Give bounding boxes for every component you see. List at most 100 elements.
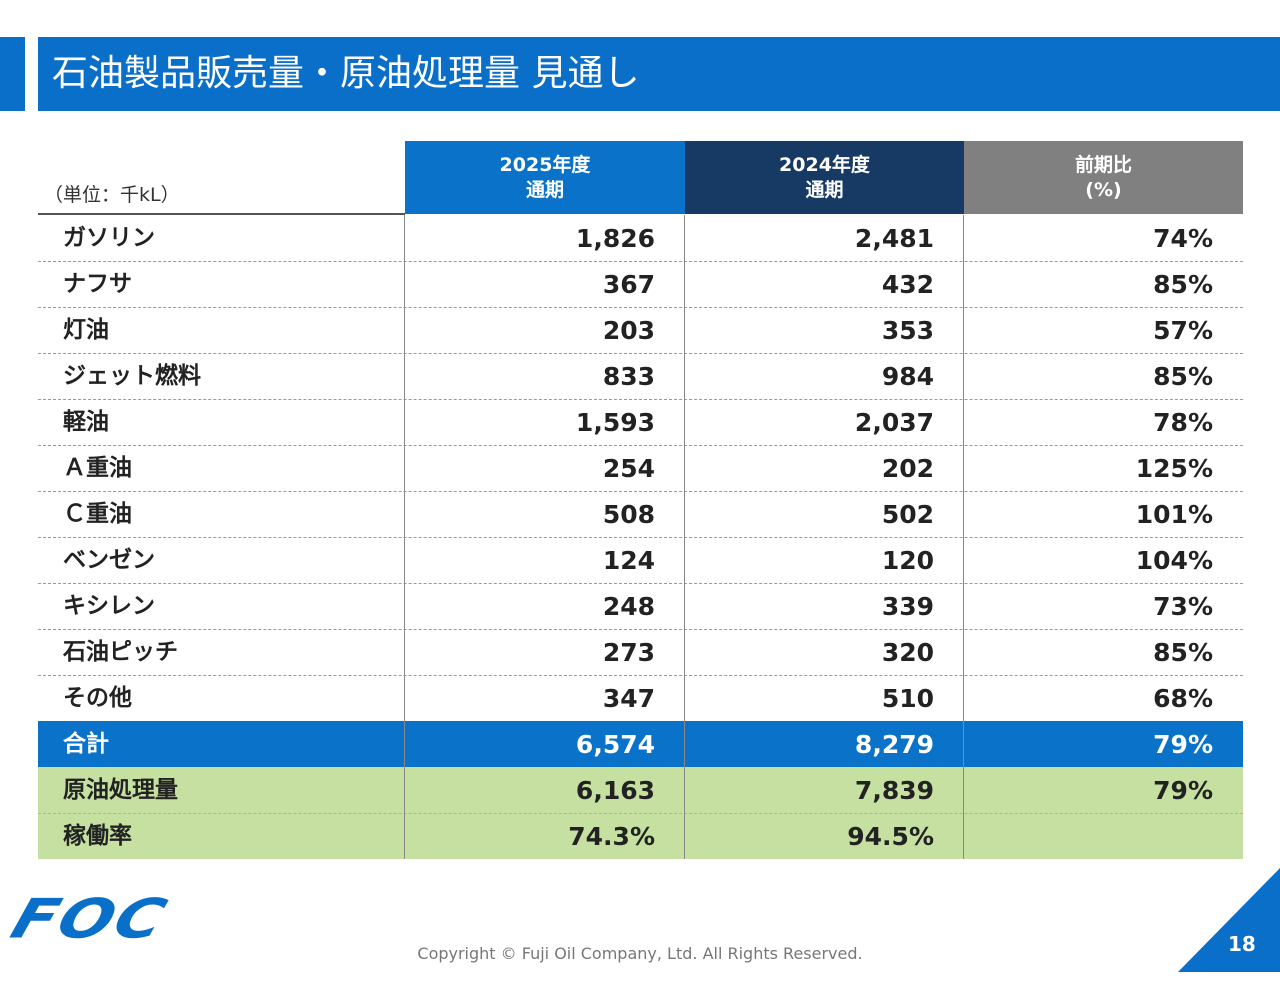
cell-value: 502 bbox=[881, 499, 934, 529]
column-header: 前期比 (%) bbox=[964, 141, 1243, 214]
cell-value: 7,839 bbox=[854, 775, 934, 805]
row-divider bbox=[38, 445, 1243, 446]
row bbox=[38, 721, 1243, 767]
cell-value: 79% bbox=[1153, 775, 1213, 805]
row bbox=[38, 675, 1243, 721]
row-divider bbox=[38, 261, 1243, 262]
cell-value: 6,574 bbox=[575, 729, 655, 759]
row-label: 石油ピッチ bbox=[63, 639, 178, 665]
row bbox=[38, 215, 1243, 261]
row-divider bbox=[38, 813, 1243, 814]
row-divider bbox=[38, 537, 1243, 538]
cell-value: 68% bbox=[1153, 683, 1213, 713]
cell-value: 367 bbox=[602, 269, 655, 299]
column-header: 2025年度 通期 bbox=[405, 141, 685, 214]
row-divider bbox=[38, 491, 1243, 492]
row-label: ベンゼン bbox=[63, 547, 155, 573]
column-divider bbox=[404, 215, 405, 859]
column-divider bbox=[963, 215, 964, 859]
row bbox=[38, 813, 1243, 859]
cell-value: 833 bbox=[602, 361, 655, 391]
cell-value: 101% bbox=[1135, 499, 1213, 529]
header-line: 2025年度 bbox=[499, 153, 591, 176]
cell-value: 85% bbox=[1153, 269, 1213, 299]
row bbox=[38, 629, 1243, 675]
cell-value: 8,279 bbox=[854, 729, 934, 759]
header-line: 2024年度 bbox=[779, 153, 870, 176]
cell-value: 73% bbox=[1153, 591, 1213, 621]
unit: （単位：千kL） bbox=[44, 184, 180, 206]
row-label: 灯油 bbox=[63, 317, 109, 343]
row-divider bbox=[38, 583, 1243, 584]
row-label: Ａ重油 bbox=[63, 455, 132, 481]
logo: FOC bbox=[3, 888, 176, 951]
cell-value: 202 bbox=[881, 453, 934, 483]
cell-value: 984 bbox=[881, 361, 934, 391]
header-rule bbox=[38, 213, 405, 215]
row bbox=[38, 399, 1243, 445]
page-corner bbox=[1178, 868, 1280, 972]
cell-value: 1,826 bbox=[575, 223, 655, 253]
row-label: 原油処理量 bbox=[63, 777, 178, 803]
cell-value: 94.5% bbox=[847, 821, 934, 851]
row-label: その他 bbox=[63, 685, 132, 711]
cell-value: 2,481 bbox=[854, 223, 934, 253]
cell-value: 273 bbox=[602, 637, 655, 667]
page-number: 18 bbox=[1228, 932, 1256, 956]
column-divider bbox=[684, 215, 685, 859]
cell-value: 78% bbox=[1153, 407, 1213, 437]
cell-value: 510 bbox=[881, 683, 934, 713]
title: 石油製品販売量・原油処理量 見通し bbox=[38, 37, 1280, 111]
row-label: 軽油 bbox=[63, 409, 109, 435]
row bbox=[38, 353, 1243, 399]
cell-value: 2,037 bbox=[854, 407, 934, 437]
row bbox=[38, 491, 1243, 537]
row-label: ガソリン bbox=[63, 225, 155, 251]
row-divider bbox=[38, 629, 1243, 630]
cell-value: 320 bbox=[881, 637, 934, 667]
cell-value: 120 bbox=[881, 545, 934, 575]
cell-value: 74% bbox=[1153, 223, 1213, 253]
row bbox=[38, 537, 1243, 583]
cell-value: 1,593 bbox=[575, 407, 655, 437]
cell-value: 104% bbox=[1135, 545, 1213, 575]
cell-value: 57% bbox=[1153, 315, 1213, 345]
cell-value: 79% bbox=[1153, 729, 1213, 759]
column-header: 2024年度 通期 bbox=[685, 141, 964, 214]
cell-value: 6,163 bbox=[575, 775, 655, 805]
row-label: Ｃ重油 bbox=[63, 501, 132, 527]
copyright: Copyright © Fuji Oil Company, Ltd. All R… bbox=[417, 944, 863, 963]
row bbox=[38, 307, 1243, 353]
row bbox=[38, 445, 1243, 491]
cell-value: 85% bbox=[1153, 637, 1213, 667]
cell-value: 432 bbox=[881, 269, 934, 299]
row-label: キシレン bbox=[63, 593, 155, 619]
cell-value: 508 bbox=[602, 499, 655, 529]
cell-value: 74.3% bbox=[568, 821, 655, 851]
row bbox=[38, 767, 1243, 813]
cell-value: 85% bbox=[1153, 361, 1213, 391]
row-label: ナフサ bbox=[63, 271, 132, 297]
cell-value: 353 bbox=[881, 315, 934, 345]
row bbox=[38, 261, 1243, 307]
header-line: 前期比 bbox=[1074, 153, 1132, 176]
title-accent bbox=[0, 37, 25, 111]
cell-value: 339 bbox=[881, 591, 934, 621]
cell-value: 124 bbox=[602, 545, 655, 575]
header-line: (%) bbox=[1085, 178, 1122, 201]
row-divider bbox=[38, 675, 1243, 676]
header-line: 通期 bbox=[525, 178, 564, 201]
cell-value: 203 bbox=[602, 315, 655, 345]
cell-value: 125% bbox=[1135, 453, 1213, 483]
header-line: 通期 bbox=[805, 178, 844, 201]
row-divider bbox=[38, 399, 1243, 400]
row-divider bbox=[38, 307, 1243, 308]
cell-value: 248 bbox=[602, 591, 655, 621]
row bbox=[38, 583, 1243, 629]
row-divider bbox=[38, 353, 1243, 354]
row-label: ジェット燃料 bbox=[63, 363, 201, 389]
cell-value: 254 bbox=[602, 453, 655, 483]
cell-value: 347 bbox=[602, 683, 655, 713]
row-label: 稼働率 bbox=[63, 823, 132, 849]
